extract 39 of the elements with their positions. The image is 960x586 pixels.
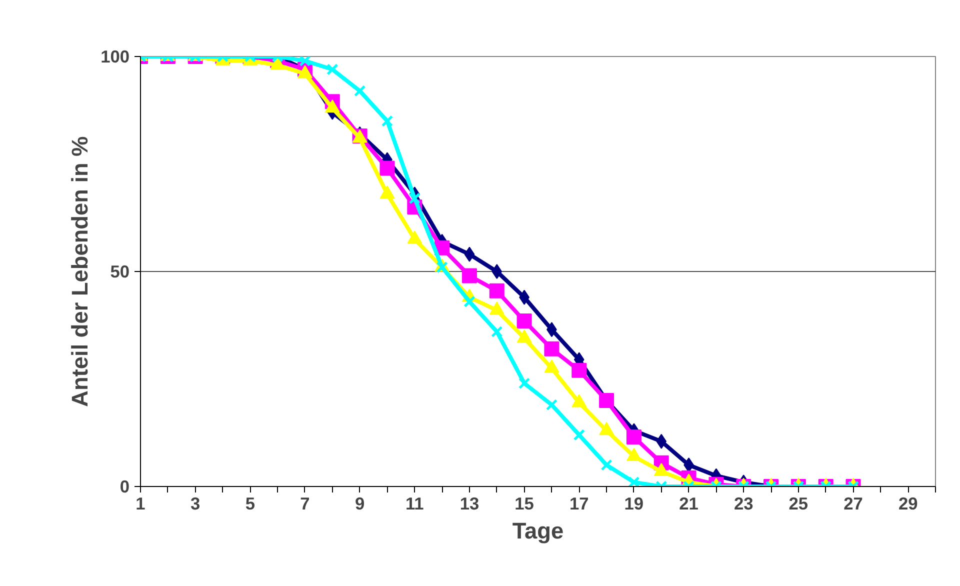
point [516,313,532,328]
point [408,192,420,204]
point [489,302,504,315]
point [464,296,476,308]
x-tick-label: 5 [245,494,256,514]
point [436,261,448,274]
x-tick-label: 19 [624,494,644,514]
point [464,246,475,262]
y-tick-label: 0 [120,476,130,496]
point [492,264,502,279]
point [654,462,669,476]
x-tick-label: 25 [788,494,808,514]
x-tick-label: 21 [679,494,699,514]
x-tick-label: 15 [514,494,534,514]
x-tick-label: 9 [354,494,365,514]
x-tick-label: 3 [190,494,201,514]
point [599,422,614,436]
point [491,326,503,338]
point [462,268,477,284]
point [572,394,587,408]
point [544,341,560,356]
y-tick-label: 50 [110,262,130,282]
point [516,330,532,343]
x-tick-label: 11 [405,494,424,514]
x-tick-label: 29 [898,494,918,514]
point [380,160,395,176]
x-tick-label: 27 [844,494,863,514]
point [489,283,504,298]
x-axis-title: Tage [512,518,564,544]
y-axis-title: Anteil der Lebenden in % [66,136,93,407]
x-tick-label: 23 [734,494,754,514]
point [572,362,587,378]
y-tick-label: 100 [100,46,130,66]
point [544,360,560,373]
x-tick-label: 7 [300,494,310,514]
x-tick-label: 1 [136,494,146,514]
x-tick-label: 13 [460,494,480,514]
point [626,448,642,461]
x-tick-label: 17 [569,494,589,514]
